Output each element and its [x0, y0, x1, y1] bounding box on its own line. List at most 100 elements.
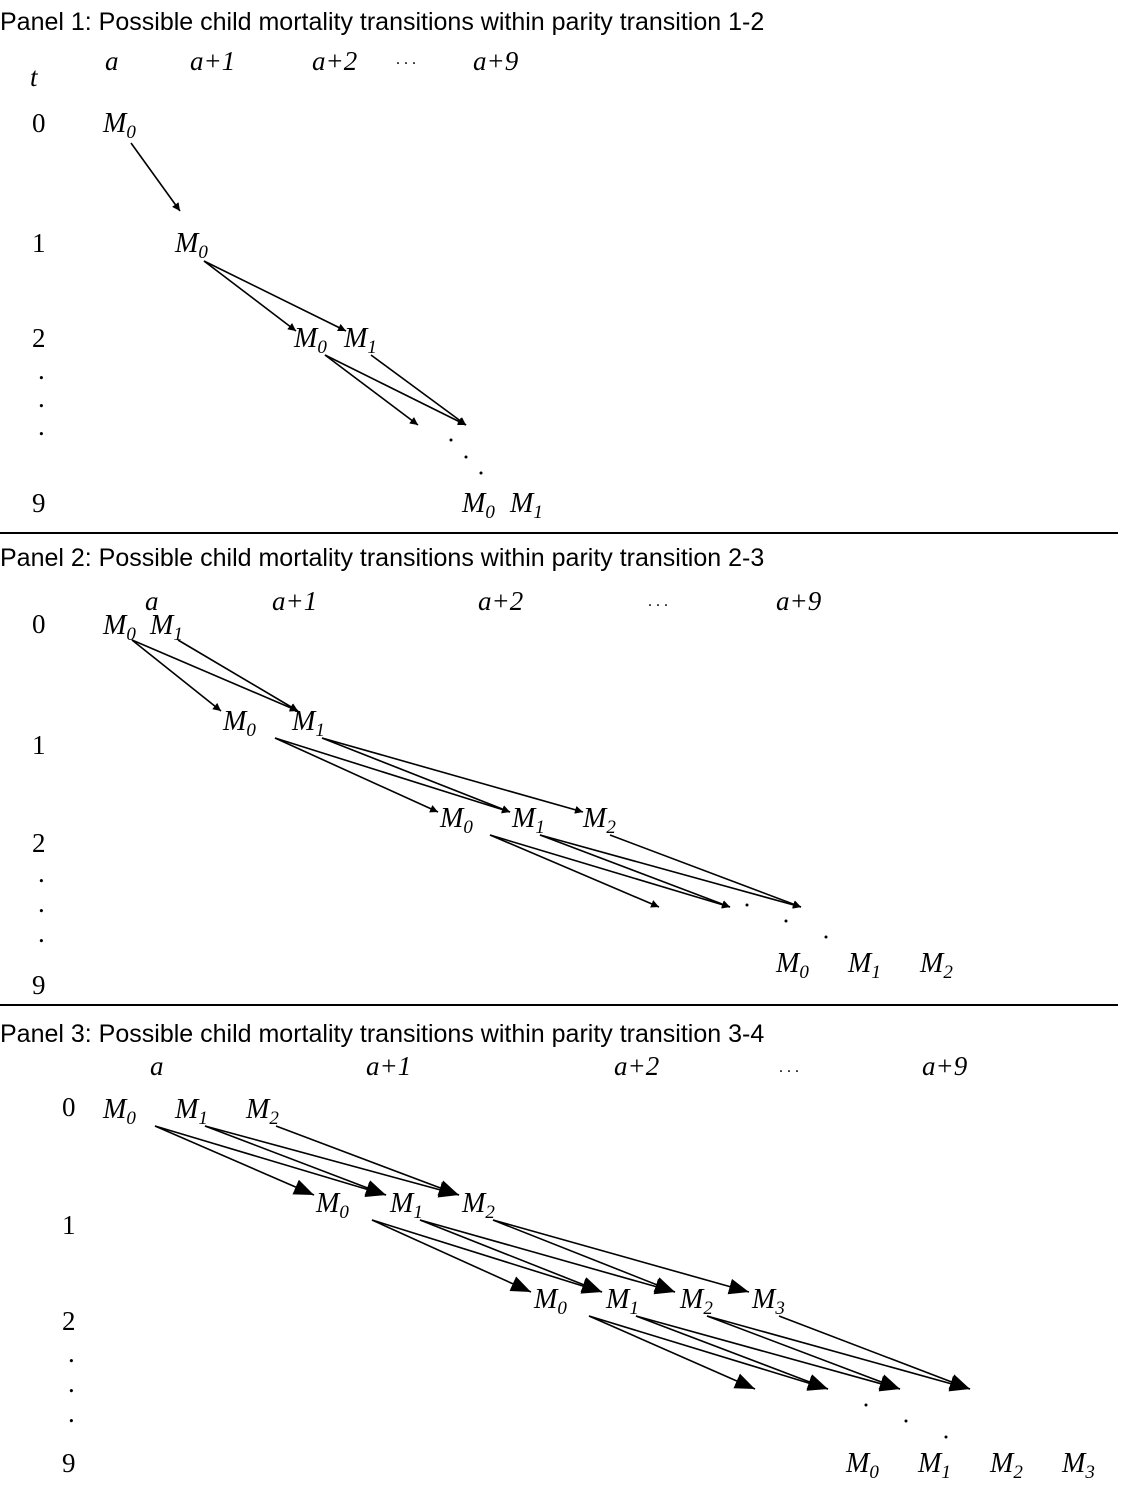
continuation-dot [745, 903, 749, 907]
transition-arrow [131, 639, 299, 712]
transition-arrow [492, 1219, 676, 1293]
transition-arrow [588, 1315, 829, 1391]
transition-arrow [419, 1219, 603, 1293]
panel-3-time-label-0: 0 [62, 1092, 76, 1122]
panel-1-time-ellipsis-3: . [38, 411, 45, 441]
transition-arrow [419, 1219, 676, 1295]
panel-2-node-t9-m2: M2 [920, 948, 953, 983]
panel-1-node-t0-m0: M0 [103, 108, 136, 143]
panel-2-age-label-a2: a+2 [478, 586, 524, 616]
transition-arrow [131, 639, 222, 712]
panel-1-age-label-a9: a+9 [473, 46, 519, 76]
panel-1-age-label-ellipsis: . . . [396, 51, 416, 68]
panel-3-age-label-a1: a+1 [366, 1051, 412, 1081]
panel-2-time-label-1: 1 [32, 730, 46, 760]
panel-3-time-ellipsis-2: . [68, 1368, 75, 1398]
panel-2-node-t9-m0: M0 [776, 948, 809, 983]
panel-1-age-label-a1: a+1 [190, 46, 236, 76]
panel-3-node-t0-m1: M1 [175, 1094, 208, 1129]
transition-arrow [588, 1315, 756, 1390]
panel-1-divider [0, 532, 1118, 534]
panel-1-node-t1-m0: M0 [175, 228, 208, 263]
panel-2-time-label-2: 2 [32, 828, 46, 858]
panel-1-time-ellipsis-2: . [38, 383, 45, 413]
transition-arrow [274, 737, 439, 813]
panel-3-node-t2-m2: M2 [680, 1284, 713, 1319]
continuation-dot [784, 919, 788, 923]
transition-arrow [706, 1315, 901, 1390]
panel-3-node-t1-m2: M2 [462, 1188, 495, 1223]
transition-arrow [130, 142, 181, 212]
panel-3-time-ellipsis-1: . [68, 1338, 75, 1368]
panel-2-node-t0-m1: M1 [150, 610, 183, 645]
transition-arrow [177, 639, 299, 712]
transition-arrow [489, 834, 660, 908]
transition-arrow [635, 1315, 901, 1392]
panel-3-time-label-2: 2 [62, 1306, 76, 1336]
transition-arrow [371, 1219, 532, 1293]
panel-2-node-t0-m0: M0 [103, 610, 136, 645]
panel-1-title: Panel 1: Possible child mortality transi… [0, 8, 765, 36]
panel-1-time-label-0: 0 [32, 108, 46, 138]
transition-arrow [609, 834, 802, 908]
transition-arrow [203, 260, 347, 332]
panel-3-node-t9-m3: M3 [1062, 1448, 1095, 1483]
panel-3-node-t9-m1: M1 [918, 1448, 951, 1483]
panel-1-time-label-1: 1 [32, 228, 46, 258]
panel-2-time-ellipsis-1: . [38, 858, 45, 888]
panel-3-time-ellipsis-3: . [68, 1398, 75, 1428]
transition-arrow [204, 1125, 460, 1198]
panel-1-node-t9-m0: M0 [462, 488, 495, 523]
continuation-dot [824, 935, 828, 939]
transition-arrow [321, 737, 584, 814]
panel-2-node-t9-m1: M1 [848, 948, 881, 983]
continuation-dot [944, 1435, 948, 1439]
panel-3-age-label-a9: a+9 [922, 1051, 968, 1081]
transition-arrows [130, 142, 971, 1439]
transition-arrow [539, 834, 731, 908]
panel-2-time-label-9: 9 [32, 970, 46, 1000]
panel-1-time-label-9: 9 [32, 488, 46, 518]
panel-3-node-t1-m1: M1 [390, 1188, 423, 1223]
panel-1-node-t2-m0: M0 [294, 323, 327, 358]
panel-3-node-t2-m3: M3 [752, 1284, 785, 1319]
transition-arrow [274, 737, 511, 814]
panel-2-divider [0, 1004, 1118, 1006]
panel-1-age-label-a: a [105, 46, 119, 76]
transition-arrow [154, 1125, 315, 1196]
panel-3-age-label-a: a [150, 1051, 164, 1081]
transition-arrow [489, 834, 731, 909]
panel-1-time-label-2: 2 [32, 323, 46, 353]
transition-arrow [321, 737, 511, 813]
panel-3-node-t0-m2: M2 [246, 1094, 279, 1129]
panel-1-time-ellipsis-1: . [38, 355, 45, 385]
transition-arrow [324, 354, 419, 426]
transition-arrow [778, 1315, 971, 1390]
panel-1-t-axis-label: t [30, 62, 38, 92]
transition-arrow [324, 354, 467, 426]
panel-3-node-t2-m1: M1 [606, 1284, 639, 1319]
continuation-dot [864, 1403, 868, 1407]
panel-2-time-ellipsis-2: . [38, 888, 45, 918]
transition-arrow [370, 354, 467, 426]
transition-arrow [203, 260, 297, 332]
panel-3-node-t2-m0: M0 [534, 1284, 567, 1319]
panel-2-age-label-a: a [145, 586, 159, 616]
transition-arrow [371, 1219, 603, 1294]
transition-arrow [539, 834, 802, 909]
panel-2-title: Panel 2: Possible child mortality transi… [0, 544, 765, 572]
panel-2-age-label-a9: a+9 [776, 586, 822, 616]
panel-3-title: Panel 3: Possible child mortality transi… [0, 1020, 765, 1048]
panel-3-time-label-9: 9 [62, 1448, 76, 1478]
panel-3-age-label-ellipsis: . . . [779, 1059, 799, 1076]
panel-3-node-t9-m0: M0 [846, 1448, 879, 1483]
transition-arrow [635, 1315, 829, 1390]
panel-2-time-ellipsis-3: . [38, 918, 45, 948]
panel-3-node-t0-m0: M0 [103, 1094, 136, 1129]
panel-2-time-label-0: 0 [32, 609, 46, 639]
panel-3-node-t9-m2: M2 [990, 1448, 1023, 1483]
continuation-dot [904, 1419, 908, 1423]
panel-1-node-t2-m1: M1 [344, 323, 377, 358]
continuation-dot [464, 455, 468, 459]
